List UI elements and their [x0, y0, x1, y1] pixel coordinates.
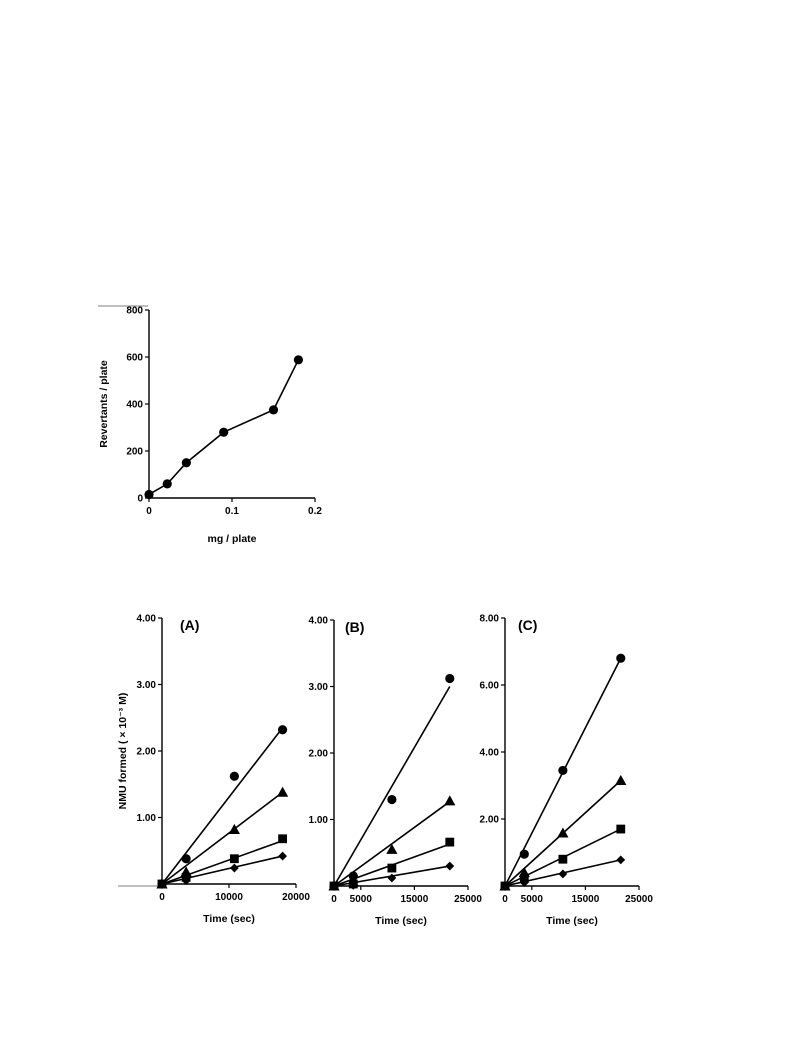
- panel-title: (B): [345, 619, 364, 635]
- x-tick-label: 25000: [625, 894, 653, 905]
- x-tick-label: 0.2: [308, 506, 322, 517]
- fit-line: [161, 855, 283, 885]
- data-point-circle: [387, 794, 397, 805]
- data-point-diamond: [558, 869, 568, 879]
- fit-line: [161, 840, 283, 885]
- data-point-diamond: [387, 873, 397, 883]
- panel-c-chart: 2.00 4.00 6.00 8.00 0 5000 15000 25000 Time (sec…: [480, 614, 654, 928]
- x-tick-label: 5000: [521, 894, 544, 905]
- y-tick-label: 3.00: [309, 682, 329, 693]
- y-tick-label: 0: [137, 494, 143, 505]
- data-point-circle: [278, 725, 288, 735]
- y-tick-label: 2.00: [480, 815, 500, 826]
- data-point-triangle: [277, 786, 289, 797]
- y-tick-label: 1.00: [137, 813, 157, 824]
- y-tick-label: 600: [126, 353, 143, 364]
- x-tick-label: 0: [502, 894, 508, 905]
- data-point-diamond: [278, 851, 287, 861]
- data-point-diamond: [445, 861, 455, 871]
- data-point-triangle: [444, 795, 456, 806]
- revertants-chart: 0 200 400 600 800 0 0.1 0.2 mg / plate Revertants…: [98, 306, 322, 546]
- data-point-circle: [219, 427, 229, 437]
- data-point-diamond: [329, 881, 339, 891]
- data-point-circle: [616, 653, 626, 663]
- panel-title: (A): [180, 617, 199, 633]
- data-point-triangle: [228, 823, 240, 834]
- data-point-circle: [181, 458, 191, 468]
- y-axis-label: Revertants / plate: [98, 360, 110, 448]
- series-line: [148, 359, 300, 496]
- data-point-circle: [144, 489, 154, 500]
- data-point-circle: [519, 849, 529, 859]
- x-axis-label: Time (sec): [203, 913, 255, 925]
- data-point-circle: [293, 355, 303, 365]
- data-point-diamond: [616, 855, 626, 865]
- data-point-circle: [558, 765, 568, 776]
- data-point-diamond: [157, 879, 167, 889]
- y-tick-label: 4.00: [137, 614, 157, 625]
- x-tick-label: 25000: [454, 894, 482, 905]
- panel-title: (C): [518, 617, 537, 633]
- data-point-diamond: [500, 881, 510, 891]
- x-tick-label: 20000: [282, 892, 310, 903]
- data-point-circle: [229, 771, 239, 781]
- panel-a-chart: 1.00 2.00 3.00 4.00 0 10000 20000 Time (sec) NMU…: [117, 614, 310, 926]
- panel-b-chart: 1.00 2.00 3.00 4.00 0 5000 15000 25000 Time (sec…: [309, 616, 483, 928]
- x-axis-label: Time (sec): [375, 915, 427, 927]
- y-tick-label: 1.00: [309, 815, 329, 826]
- data-point-square: [229, 854, 239, 864]
- data-point-diamond: [348, 880, 358, 890]
- x-tick-label: 0: [331, 894, 337, 905]
- fit-line: [161, 791, 284, 885]
- y-tick-label: 3.00: [137, 680, 157, 691]
- data-point-circle: [162, 479, 172, 489]
- data-point-square: [278, 834, 287, 844]
- y-tick-label: 8.00: [480, 614, 500, 625]
- y-axis-label: NMU formed ( × 10⁻³ M): [117, 693, 129, 810]
- x-tick-label: 10000: [215, 892, 243, 903]
- x-tick-label: 5000: [350, 894, 373, 905]
- data-point-square: [616, 824, 626, 834]
- data-point-circle: [445, 673, 455, 684]
- y-tick-label: 4.00: [480, 748, 500, 759]
- y-tick-label: 800: [126, 306, 143, 317]
- data-point-diamond: [229, 863, 239, 873]
- data-point-circle: [181, 854, 191, 864]
- x-tick-label: 0: [146, 506, 152, 517]
- data-point-square: [387, 863, 397, 873]
- fit-line: [333, 800, 451, 887]
- y-tick-label: 6.00: [480, 681, 500, 692]
- x-tick-label: 0.1: [225, 506, 239, 517]
- x-tick-label: 0: [159, 892, 165, 903]
- fit-line: [333, 686, 451, 887]
- data-point-circle: [268, 405, 279, 415]
- data-point-square: [558, 854, 568, 864]
- data-point-triangle: [386, 843, 398, 854]
- data-point-triangle: [557, 827, 569, 838]
- data-point-diamond: [519, 878, 529, 888]
- x-tick-label: 15000: [571, 894, 599, 905]
- data-point-diamond: [181, 876, 191, 886]
- x-axis-label: Time (sec): [546, 915, 598, 927]
- data-point-square: [445, 837, 455, 847]
- y-tick-label: 4.00: [309, 616, 329, 627]
- x-axis-label: mg / plate: [207, 533, 256, 545]
- y-tick-label: 2.00: [309, 749, 329, 760]
- y-tick-label: 200: [126, 447, 143, 458]
- x-tick-label: 15000: [400, 894, 428, 905]
- y-tick-label: 2.00: [137, 747, 157, 758]
- data-point-triangle: [615, 774, 627, 785]
- y-tick-label: 400: [126, 400, 143, 411]
